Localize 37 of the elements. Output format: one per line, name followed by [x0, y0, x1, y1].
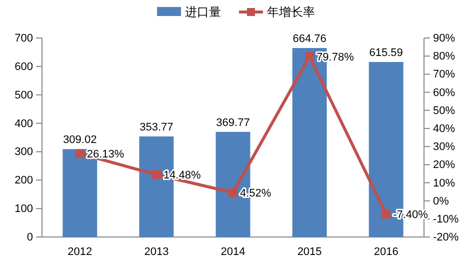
- point: [382, 210, 391, 219]
- data-label: 353.77: [140, 121, 174, 134]
- x-tick-label: 2012: [68, 246, 92, 258]
- data-label: 664.76: [292, 33, 326, 46]
- y-tick-label: 500: [14, 89, 33, 102]
- point: [228, 188, 238, 198]
- y2-tick-label: 40%: [433, 122, 456, 135]
- data-label: 615.59: [369, 46, 403, 59]
- y-tick-label: 600: [14, 60, 33, 73]
- y2-tick-label: 50%: [433, 104, 456, 117]
- data-label: 309.02: [63, 134, 97, 146]
- y2-tick-label: 80%: [433, 50, 456, 63]
- y2-tick-label: 10%: [433, 177, 456, 190]
- y2-tick-label: 70%: [433, 68, 456, 81]
- y-tick-label: 0: [26, 232, 33, 244]
- y2-tick-label: 20%: [433, 159, 456, 172]
- y2-tick-label: 90%: [433, 32, 456, 45]
- y-tick-label: 200: [14, 174, 33, 187]
- y2-tick-label: 30%: [433, 141, 456, 154]
- y-tick-label: 400: [14, 118, 33, 130]
- point: [305, 52, 314, 61]
- x-tick-label: 2016: [374, 246, 398, 258]
- y-tick-label: 700: [14, 32, 33, 45]
- data-label: 369.77: [216, 116, 250, 129]
- legend-label: 进口量: [185, 5, 221, 19]
- point: [75, 149, 84, 158]
- legend-label: 年增长率: [267, 5, 315, 19]
- y2-tick-label: -20%: [433, 232, 459, 244]
- y-tick-label: 300: [14, 146, 33, 158]
- y2-tick-label: 60%: [433, 86, 456, 99]
- point: [152, 170, 161, 180]
- y2-tick-label: -10%: [433, 213, 459, 226]
- y-tick-label: 100: [14, 203, 33, 216]
- x-tick-label: 2015: [297, 246, 322, 258]
- x-tick-label: 2014: [220, 246, 246, 258]
- y2-tick-label: 0%: [433, 195, 450, 208]
- x-tick-label: 2013: [144, 246, 169, 258]
